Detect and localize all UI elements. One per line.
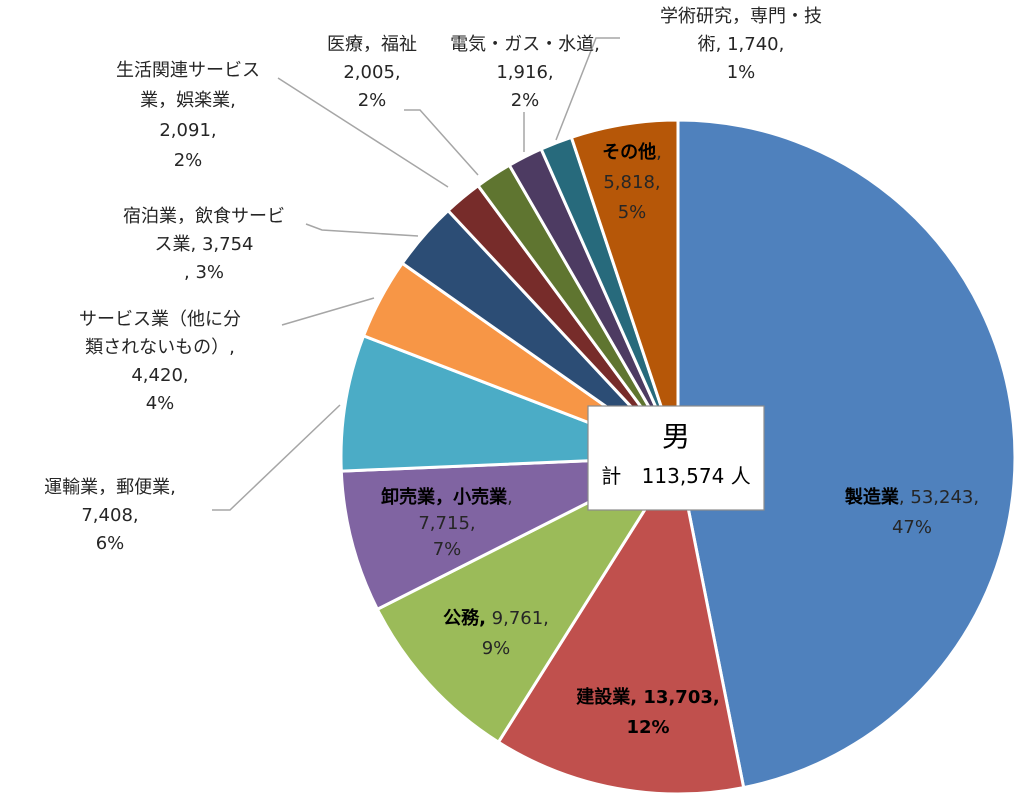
slice-label-9: 電気・ガス・水道, 1,916, 2%: [450, 34, 600, 111]
slice-label-0-line-2: 47%: [892, 517, 932, 538]
slice-label-1: 建設業, 13,703, 12%: [576, 686, 719, 738]
slice-label-1-line-2: 12%: [626, 717, 669, 738]
total-unit: 人: [731, 464, 751, 488]
leader-line-5: [281, 297, 375, 326]
total-label: 計: [601, 464, 621, 488]
center-total: 計 113,574 人: [601, 464, 750, 488]
slice-label-10: 学術研究，専門・技術, 1,740, 1%: [660, 6, 822, 83]
leader-line-10: [555, 37, 620, 141]
slice-label-5-line-2: 4,420,: [131, 365, 188, 386]
slice-label-2-line-0: 公務,: [443, 607, 486, 629]
slice-label-2-line-2: 9%: [482, 638, 511, 659]
slice-label-7: 生活関連サービス業，娯楽業, 2,091, 2%: [116, 60, 260, 171]
total-value: 113,574: [642, 464, 725, 488]
center-total-box: 男 計 113,574 人: [587, 405, 765, 511]
slice-labels: 製造業, 53,243, 47% 建設業, 13,703, 12% 公務, 9,761,…: [44, 6, 979, 738]
pie-slice-0: [676, 118, 1017, 790]
center-title: 男: [662, 420, 690, 453]
slice-label-10-line-0: 学術研究，専門・技: [660, 6, 822, 27]
slice-label-6-line-0: 宿泊業，飲食サービ: [123, 206, 285, 227]
slice-label-8-line-1: 2,005,: [343, 62, 400, 83]
slice-label-0-line-0: 製造業: [844, 486, 900, 508]
slice-label-11-line-2: 5,818,: [603, 172, 660, 193]
slice-label-8: 医療，福祉 2,005, 2%: [327, 34, 417, 111]
slice-label-0-line-1: , 53,243,: [899, 487, 979, 508]
slice-label-3: 卸売業，小売業, 7,715, 7%: [381, 486, 513, 560]
slice-label-4-line-0: 運輸業，郵便業,: [44, 477, 176, 498]
slice-label-5: サービス業（他に分類されないもの）, 4,420, 4%: [79, 309, 241, 414]
slice-label-3-line-1: ,: [507, 487, 513, 508]
slice-label-7-line-2: 2,091,: [159, 120, 216, 141]
slice-label-6: 宿泊業，飲食サービス業, 3,754 , 3%: [123, 206, 285, 283]
slice-label-5-line-3: 4%: [146, 393, 175, 414]
slice-label-1-line-1: , 13,703,: [630, 687, 719, 708]
leader-line-8: [404, 109, 479, 176]
slice-label-2-line-1: 9,761,: [486, 608, 549, 629]
slice-label-3-line-0: 卸売業，小売業: [381, 486, 508, 508]
slice-label-3-line-3: 7%: [433, 539, 462, 560]
pie-slice-1: [496, 453, 746, 796]
slice-label-11-line-1: ,: [656, 142, 662, 163]
pie-slice-11: [569, 118, 680, 458]
leader-line-7: [277, 77, 449, 188]
slice-label-0: 製造業, 53,243, 47%: [844, 486, 979, 538]
slice-label-3-line-2: 7,715,: [418, 513, 475, 534]
slice-label-11-line-3: 5%: [618, 202, 647, 223]
slice-label-9-line-0: 電気・ガス・水道,: [450, 34, 600, 55]
slice-label-1-line-0: 建設業: [576, 686, 631, 708]
slice-label-8-line-0: 医療，福祉: [327, 34, 417, 55]
slice-label-8-line-2: 2%: [358, 90, 387, 111]
slice-label-7-line-0: 生活関連サービス: [116, 60, 260, 81]
pie-slice-2: [375, 453, 683, 745]
slice-label-11: その他, 5,818, 5%: [602, 141, 662, 223]
slice-label-6-line-2: , 3%: [184, 262, 224, 283]
leader-lines: [212, 37, 620, 511]
slice-label-9-line-1: 1,916,: [496, 62, 553, 83]
slice-label-9-line-2: 2%: [511, 90, 540, 111]
slice-label-5-line-1: 類されないもの）,: [85, 337, 235, 358]
slice-label-11-line-0: その他: [602, 141, 656, 163]
slice-label-4-line-2: 6%: [96, 533, 125, 554]
slice-label-7-line-1: 業，娯楽業,: [140, 90, 236, 111]
slice-label-10-line-2: 1%: [727, 62, 756, 83]
slice-label-2: 公務, 9,761, 9%: [443, 607, 549, 659]
slice-label-4-line-1: 7,408,: [81, 505, 138, 526]
slice-label-6-line-1: ス業, 3,754: [155, 234, 254, 255]
slice-label-5-line-0: サービス業（他に分: [79, 309, 241, 330]
leader-line-4: [212, 404, 341, 511]
slice-label-10-line-1: 術, 1,740,: [698, 34, 785, 55]
slice-label-4: 運輸業，郵便業, 7,408, 6%: [44, 477, 176, 554]
leader-line-6: [305, 223, 419, 237]
slice-label-7-line-3: 2%: [174, 150, 203, 171]
